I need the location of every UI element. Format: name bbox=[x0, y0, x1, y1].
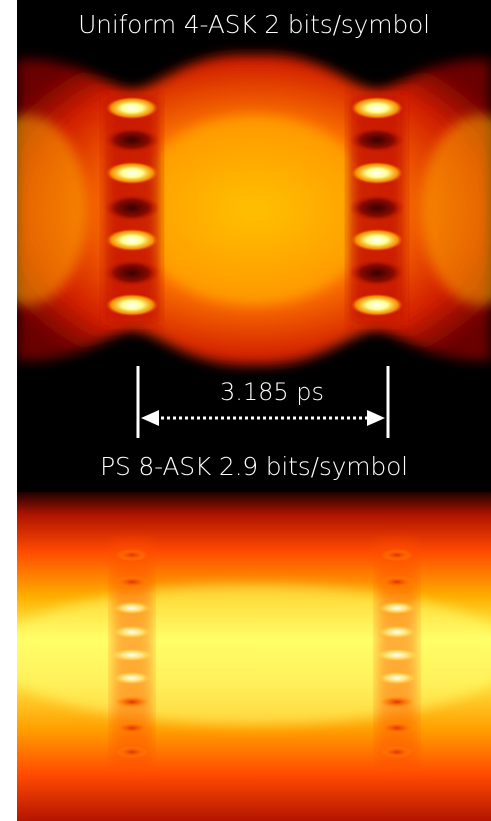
measure-arrow-right bbox=[367, 410, 385, 426]
eye-diagram-figure: Uniform 4-ASK 2 bits/symbol 3.185 ps PS … bbox=[17, 0, 491, 821]
top-eye-column-left bbox=[104, 95, 160, 325]
bottom-panel-title: PS 8-ASK 2.9 bits/symbol bbox=[100, 452, 408, 481]
bottom-eye-column-right bbox=[377, 540, 417, 770]
symbol-period-label: 3.185 ps bbox=[219, 378, 325, 406]
top-eye-column-right bbox=[349, 95, 405, 325]
bottom-eye-heatmap bbox=[17, 492, 491, 821]
symbol-period-annotation bbox=[136, 366, 390, 438]
bottom-eye-column-left bbox=[112, 540, 152, 770]
top-eye-heatmap bbox=[17, 54, 491, 366]
top-panel-title: Uniform 4-ASK 2 bits/symbol bbox=[78, 10, 430, 39]
measure-arrow-left bbox=[141, 410, 159, 426]
eye-diagram-canvas bbox=[17, 54, 491, 821]
